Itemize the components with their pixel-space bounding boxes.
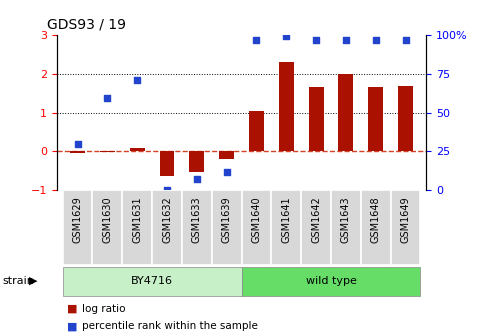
Text: GSM1640: GSM1640	[251, 196, 261, 243]
Text: GSM1629: GSM1629	[72, 196, 82, 243]
Bar	[93, 190, 122, 265]
Bar	[368, 87, 383, 151]
Bar	[390, 190, 421, 265]
Bar	[100, 151, 115, 152]
Text: GSM1642: GSM1642	[311, 196, 321, 243]
Point	[133, 77, 141, 82]
Point	[104, 95, 111, 100]
Bar	[152, 190, 182, 265]
Bar	[249, 111, 264, 151]
Bar	[279, 62, 294, 151]
Point	[282, 33, 290, 39]
Bar	[63, 267, 242, 296]
Text: log ratio: log ratio	[82, 304, 126, 314]
Bar	[219, 151, 234, 159]
Point	[193, 176, 201, 182]
Bar	[160, 151, 175, 176]
Bar	[130, 149, 144, 151]
Text: strain: strain	[2, 276, 35, 286]
Text: GSM1630: GSM1630	[103, 196, 112, 243]
Bar	[242, 190, 271, 265]
Text: wild type: wild type	[306, 276, 356, 286]
Point	[252, 37, 260, 43]
Bar	[309, 87, 323, 151]
Bar	[122, 190, 152, 265]
Text: GSM1631: GSM1631	[132, 196, 142, 243]
Bar	[189, 151, 204, 172]
Point	[372, 37, 380, 43]
Bar	[242, 267, 421, 296]
Bar	[212, 190, 242, 265]
Bar	[182, 190, 212, 265]
Text: GSM1633: GSM1633	[192, 196, 202, 243]
Bar	[361, 190, 390, 265]
Bar	[398, 86, 413, 151]
Bar	[301, 190, 331, 265]
Text: GSM1641: GSM1641	[282, 196, 291, 243]
Point	[163, 187, 171, 193]
Point	[402, 37, 410, 43]
Text: ■: ■	[67, 321, 77, 331]
Bar	[271, 190, 301, 265]
Point	[342, 37, 350, 43]
Text: percentile rank within the sample: percentile rank within the sample	[82, 321, 258, 331]
Point	[223, 170, 231, 175]
Bar	[331, 190, 361, 265]
Text: GDS93 / 19: GDS93 / 19	[47, 18, 126, 32]
Bar	[63, 190, 93, 265]
Text: ■: ■	[67, 304, 77, 314]
Text: GSM1632: GSM1632	[162, 196, 172, 243]
Point	[312, 37, 320, 43]
Text: GSM1639: GSM1639	[222, 196, 232, 243]
Text: ▶: ▶	[29, 276, 37, 286]
Bar	[70, 151, 85, 153]
Text: BY4716: BY4716	[131, 276, 173, 286]
Point	[73, 141, 81, 147]
Text: GSM1649: GSM1649	[401, 196, 411, 243]
Bar	[339, 74, 353, 151]
Text: GSM1643: GSM1643	[341, 196, 351, 243]
Text: GSM1648: GSM1648	[371, 196, 381, 243]
